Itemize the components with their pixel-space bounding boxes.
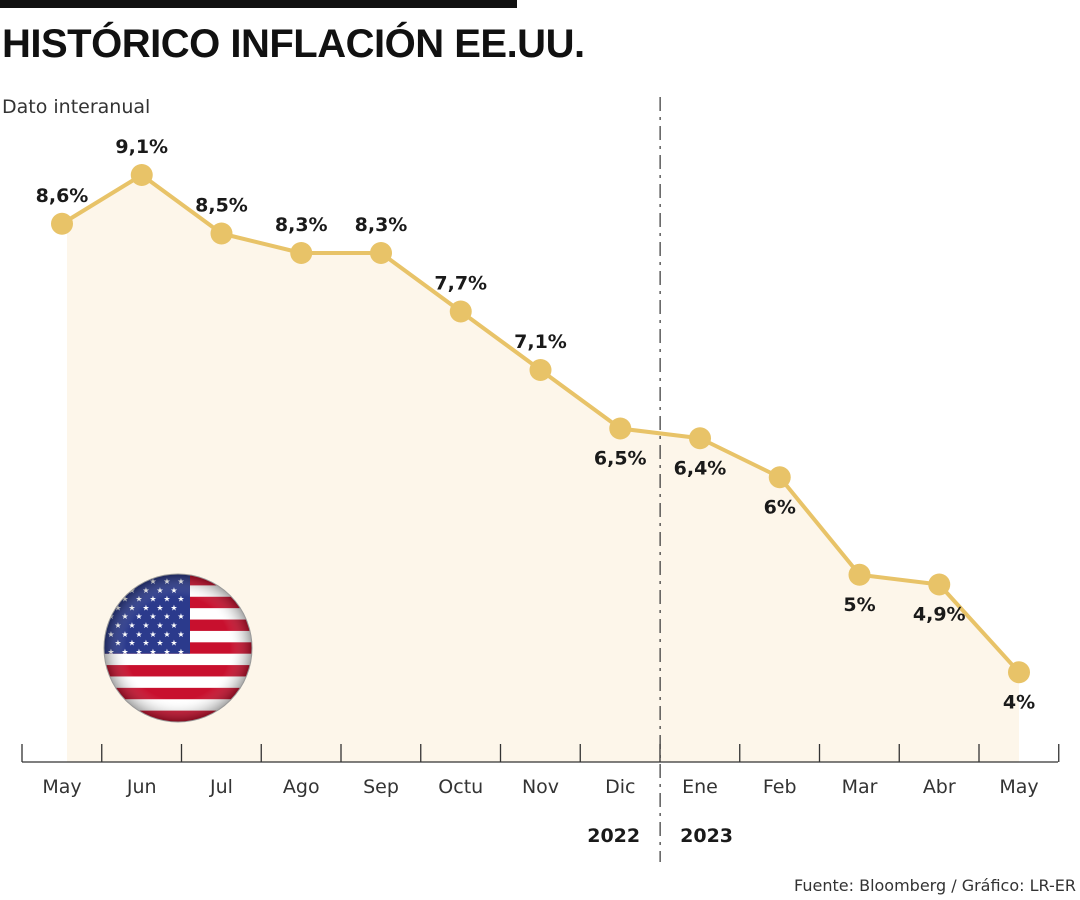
source-note: Fuente: Bloomberg / Gráfico: LR-ER	[794, 876, 1076, 895]
value-label: 8,3%	[355, 214, 408, 236]
data-point	[529, 359, 552, 381]
data-point	[449, 300, 472, 323]
x-tick-label: May	[999, 776, 1038, 798]
value-label: 7,7%	[434, 273, 487, 295]
value-label: 4%	[1003, 691, 1035, 713]
x-tick-label: Sep	[363, 776, 399, 798]
value-label: 5%	[843, 594, 875, 616]
data-point	[210, 222, 233, 245]
x-tick-label: Ene	[682, 776, 718, 798]
x-tick-label: Octu	[438, 776, 483, 798]
value-label: 8,3%	[275, 214, 328, 236]
chart-title: HISTÓRICO INFLACIÓN EE.UU.	[2, 22, 585, 66]
data-point	[609, 417, 632, 440]
value-label: 8,5%	[195, 195, 248, 217]
value-label: 7,1%	[514, 331, 567, 353]
chart-subtitle: Dato interanual	[2, 96, 151, 118]
data-point	[768, 466, 791, 489]
x-tick-label: Nov	[522, 776, 559, 798]
x-tick-label: Jul	[209, 776, 233, 798]
data-point	[689, 427, 711, 450]
area-fill	[62, 175, 1019, 762]
x-tick-label: Ago	[283, 776, 320, 798]
x-tick-label: Jun	[126, 776, 157, 798]
data-point	[370, 242, 392, 264]
x-tick-label: Dic	[605, 776, 635, 798]
data-point	[290, 242, 313, 264]
x-axis	[21, 744, 1060, 763]
data-point	[51, 212, 73, 235]
data-point	[848, 563, 871, 586]
value-label: 9,1%	[115, 136, 168, 158]
us-flag-icon: ★★★★★★★★★★★★★★★★★★★★★★★★★★★★★★★★★★★★★★★★…	[103, 573, 253, 723]
x-tick-label: Feb	[763, 776, 797, 798]
value-label: 6,4%	[674, 457, 727, 479]
data-point	[130, 164, 153, 186]
year-label: 2022	[587, 825, 640, 847]
x-tick-label: Mar	[842, 776, 878, 798]
data-point	[1008, 661, 1030, 684]
top-rule	[0, 0, 517, 8]
value-label: 6%	[764, 496, 796, 518]
value-label: 6,5%	[594, 448, 647, 470]
year-label: 2023	[680, 825, 733, 847]
value-label: 4,9%	[913, 604, 966, 626]
data-point	[928, 573, 951, 596]
x-tick-label: May	[42, 776, 81, 798]
value-label: 8,6%	[36, 185, 89, 207]
x-tick-label: Abr	[923, 776, 956, 798]
